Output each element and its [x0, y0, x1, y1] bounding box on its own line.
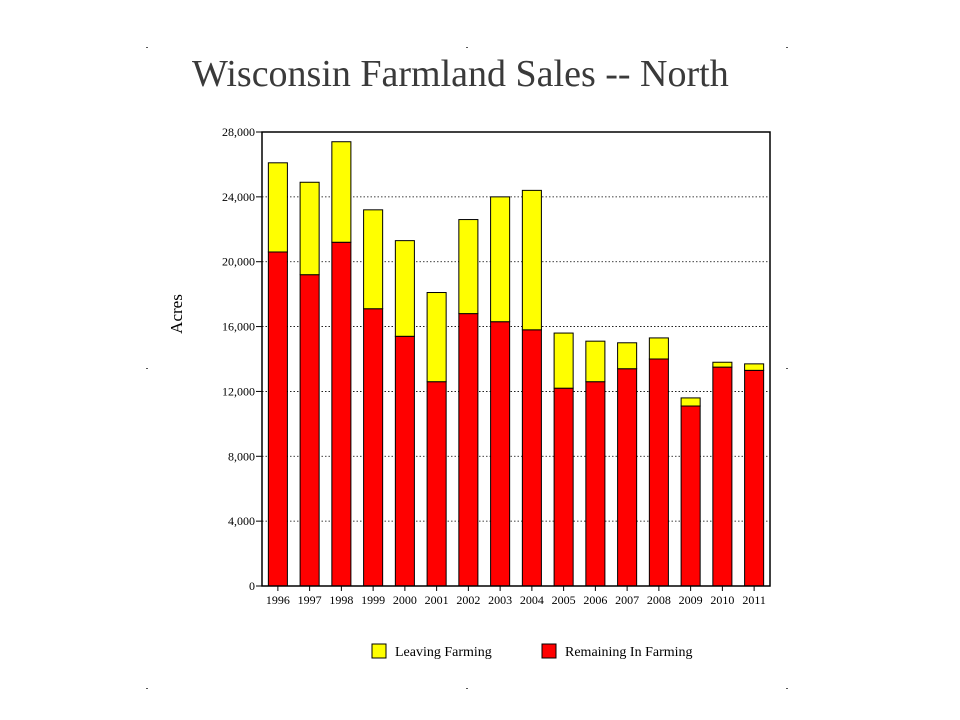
x-tick-label: 2010: [710, 593, 734, 607]
y-tick-label: 28,000: [222, 125, 255, 139]
x-tick-label: 2003: [488, 593, 512, 607]
bar-leaving-2002: [458, 219, 479, 315]
y-tick-label: 8,000: [228, 449, 255, 463]
slide-title: Wisconsin Farmland Sales -- North: [192, 53, 729, 95]
bar-leaving-1998: [331, 141, 352, 243]
guide-dot: [466, 47, 468, 48]
bar-leaving-2003: [490, 196, 511, 323]
bar-leaving-1997: [299, 181, 320, 276]
bar-leaving-2005: [553, 332, 574, 389]
bar-leaving-2011: [744, 363, 765, 371]
legend-swatch: [541, 643, 557, 659]
bars: [267, 141, 765, 587]
y-axis-title: Acres: [167, 294, 186, 334]
legend: Leaving Farming Remaining In Farming: [371, 643, 693, 660]
bar-remaining-1999: [363, 308, 384, 587]
bar-leaving-2009: [680, 397, 701, 407]
y-tick-label: 16,000: [222, 320, 255, 334]
x-tick-label: 2006: [583, 593, 607, 607]
plot-frame: [261, 131, 771, 587]
bar-remaining-2000: [394, 335, 415, 587]
bar-remaining-2002: [458, 313, 479, 587]
bar-leaving-2008: [648, 337, 669, 360]
guide-dot: [146, 368, 148, 369]
x-tick-label: 2000: [393, 593, 417, 607]
bar-remaining-2009: [680, 405, 701, 587]
x-tick-label: 1998: [329, 593, 353, 607]
bar-remaining-1996: [267, 251, 288, 587]
guide-dot: [786, 368, 788, 369]
legend-label: Remaining In Farming: [565, 645, 693, 660]
y-tick-label: 24,000: [222, 190, 255, 204]
bar-remaining-2010: [712, 366, 733, 587]
guide-dot: [786, 47, 788, 48]
guide-dot: [786, 688, 788, 689]
legend-swatch: [371, 643, 387, 659]
bar-leaving-2000: [394, 240, 415, 337]
bar-remaining-1997: [299, 274, 320, 587]
x-axis-ticks: 1996 1997 1998 1999 2000 2001 2002 2003 2004 2005…: [266, 586, 766, 607]
bar-remaining-2003: [490, 321, 511, 587]
x-tick-label: 2011: [742, 593, 766, 607]
bar-remaining-1998: [331, 241, 352, 587]
y-tick-label: 0: [249, 579, 255, 593]
bar-leaving-2001: [426, 292, 447, 383]
x-tick-label: 2001: [425, 593, 449, 607]
bar-leaving-1996: [267, 162, 288, 253]
bar-remaining-2004: [521, 329, 542, 587]
bar-remaining-2006: [585, 381, 606, 587]
bar-leaving-1999: [363, 209, 384, 310]
y-tick-label: 20,000: [222, 255, 255, 269]
bar-leaving-2004: [521, 189, 542, 331]
x-tick-label: 2005: [552, 593, 576, 607]
guide-dot: [466, 688, 468, 689]
x-tick-label: 1999: [361, 593, 385, 607]
y-tick-label: 4,000: [228, 514, 255, 528]
bar-remaining-2007: [617, 368, 638, 587]
legend-label: Leaving Farming: [395, 645, 492, 660]
guide-dot: [146, 47, 148, 48]
bar-remaining-2001: [426, 381, 447, 587]
x-tick-label: 2009: [679, 593, 703, 607]
x-tick-label: 2007: [615, 593, 639, 607]
guide-dot: [146, 688, 148, 689]
x-tick-label: 1997: [298, 593, 322, 607]
x-tick-label: 2002: [456, 593, 480, 607]
bar-remaining-2011: [744, 369, 765, 587]
x-tick-label: 2004: [520, 593, 544, 607]
x-tick-label: 2008: [647, 593, 671, 607]
bar-remaining-2008: [648, 358, 669, 587]
bar-leaving-2010: [712, 361, 733, 368]
y-tick-label: 12,000: [222, 384, 255, 398]
y-axis-ticks: 0 4,000 8,000 12,000 16,000 20,000 24,000 28,00…: [222, 125, 262, 593]
bar-leaving-2007: [617, 342, 638, 370]
x-tick-label: 1996: [266, 593, 290, 607]
bar-remaining-2005: [553, 387, 574, 587]
bar-leaving-2006: [585, 340, 606, 383]
